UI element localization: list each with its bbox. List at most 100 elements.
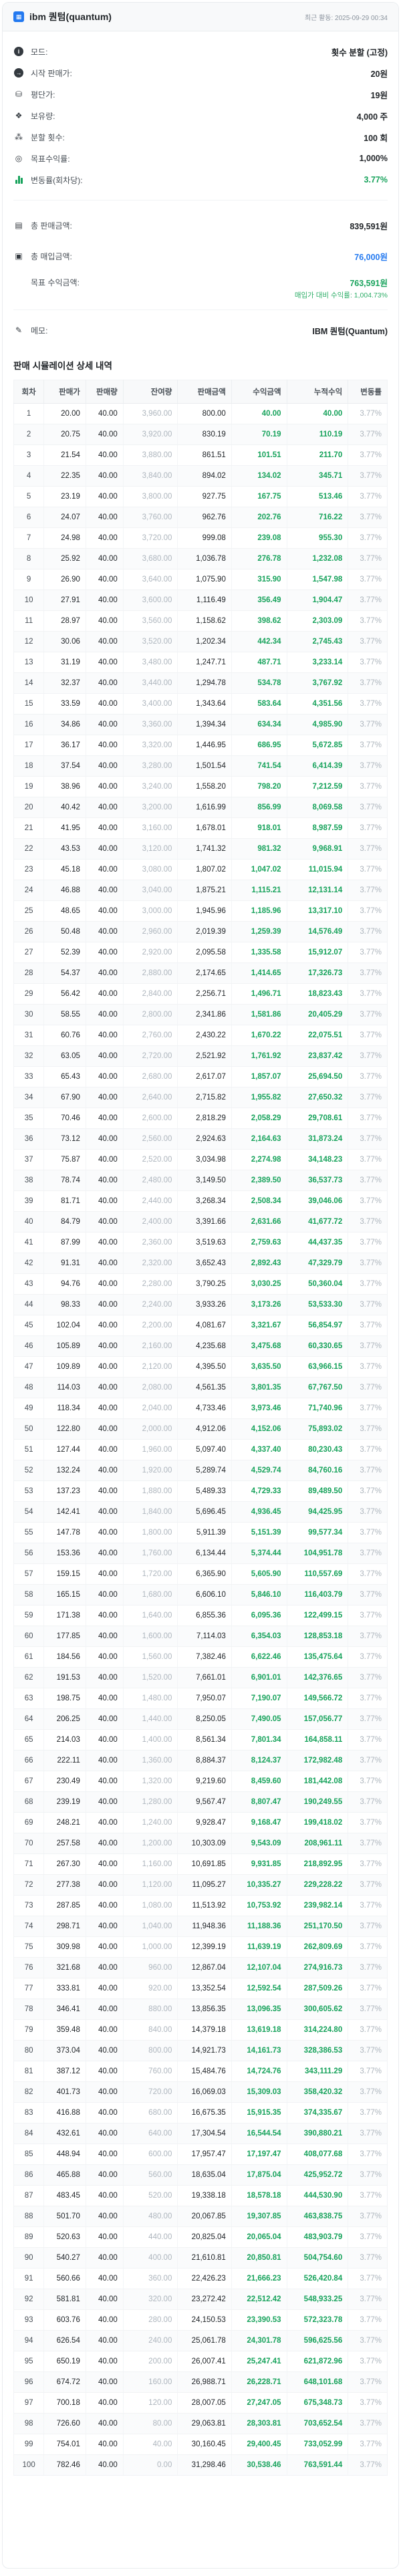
sell-qty-cell: 40.00 [86, 2309, 124, 2331]
remaining-qty-cell: 3,200.00 [123, 797, 178, 818]
sales-amount-cell: 3,519.63 [177, 1232, 232, 1253]
table-row: 23 45.18 40.00 3,080.00 1,807.02 1,047.02 11,0… [13, 859, 388, 880]
sell-price-cell: 432.61 [43, 2123, 86, 2144]
table-row: 7 24.98 40.00 3,720.00 999.08 239.08 955.30 3.7… [13, 527, 388, 549]
remaining-qty-cell: 440.00 [123, 2226, 178, 2248]
table-row: 56 153.36 40.00 1,760.00 6,134.44 5,374.44 104… [13, 1543, 388, 1564]
round-cell: 96 [13, 2371, 45, 2393]
remaining-qty-cell: 1,880.00 [123, 1480, 178, 1502]
round-cell: 71 [13, 1853, 45, 1875]
cumulative-profit-cell: 190,249.55 [287, 1791, 349, 1813]
sell-price-cell: 75.87 [43, 1149, 86, 1170]
param-row-target-rate: ◎ 목표수익률: 1,000% [13, 148, 388, 169]
sell-price-cell: 109.89 [43, 1356, 86, 1378]
total-sales-label: 총 판매금액: [31, 221, 72, 231]
profit-amount-cell: 3,801.35 [231, 1377, 287, 1398]
round-cell: 79 [13, 2019, 45, 2041]
change-rate-cell: 3.77% [348, 548, 388, 569]
profit-amount-cell: 583.64 [231, 693, 287, 715]
sales-amount-cell: 4,081.67 [177, 1315, 232, 1336]
sell-price-cell: 153.36 [43, 1543, 86, 1564]
remaining-qty-cell: 3,320.00 [123, 735, 178, 756]
table-row: 65 214.03 40.00 1,400.00 8,561.34 7,801.34 164… [13, 1729, 388, 1751]
table-row: 2 20.75 40.00 3,920.00 830.19 70.19 110.19 3.77… [13, 424, 388, 445]
sell-price-cell: 239.19 [43, 1791, 86, 1813]
table-row: 93 603.76 40.00 280.00 24,150.53 23,390.53 572… [13, 2309, 388, 2331]
profit-amount-cell: 7,490.05 [231, 1708, 287, 1730]
table-row: 29 56.42 40.00 2,840.00 2,256.71 1,496.71 18,8… [13, 983, 388, 1005]
sales-amount-cell: 24,150.53 [177, 2309, 232, 2331]
change-rate-cell: 3.77% [348, 2185, 388, 2206]
remaining-qty-cell: 3,120.00 [123, 838, 178, 860]
round-cell: 86 [13, 2164, 45, 2186]
cumulative-profit-cell: 75,893.02 [287, 1418, 349, 1440]
sell-price-cell: 28.97 [43, 610, 86, 632]
profit-amount-cell: 1,414.65 [231, 962, 287, 984]
round-cell: 35 [13, 1108, 45, 1129]
sell-price-cell: 43.53 [43, 838, 86, 860]
profit-amount-cell: 17,197.47 [231, 2144, 287, 2165]
sell-price-cell: 84.79 [43, 1211, 86, 1233]
table-row: 99 754.01 40.00 40.00 30,160.45 29,400.45 733,… [13, 2434, 388, 2455]
round-cell: 82 [13, 2081, 45, 2103]
profit-amount-cell: 29,400.45 [231, 2434, 287, 2455]
round-cell: 27 [13, 942, 45, 963]
sales-amount-cell: 3,652.43 [177, 1253, 232, 1274]
sell-qty-cell: 40.00 [86, 714, 124, 735]
divider [13, 200, 388, 201]
remaining-qty-cell: 3,240.00 [123, 776, 178, 797]
change-rate-cell: 3.77% [348, 1170, 388, 1191]
remaining-qty-cell: 3,880.00 [123, 444, 178, 466]
sell-price-cell: 230.49 [43, 1771, 86, 1792]
memo-row: ✎ 메모: IBM 퀀텀(Quantum) [13, 319, 388, 341]
remaining-qty-cell: 2,240.00 [123, 1294, 178, 1315]
sell-price-cell: 626.54 [43, 2330, 86, 2351]
change-rate-cell: 3.77% [348, 1190, 388, 1212]
cumulative-profit-cell: 71,740.96 [287, 1398, 349, 1419]
table-row: 88 501.70 40.00 480.00 20,067.85 19,307.85 463… [13, 2206, 388, 2227]
table-row: 87 483.45 40.00 520.00 19,338.18 18,578.18 444… [13, 2185, 388, 2206]
sales-amount-cell: 927.75 [177, 486, 232, 507]
cumulative-profit-cell: 164,858.11 [287, 1729, 349, 1751]
sell-qty-cell: 40.00 [86, 1605, 124, 1626]
round-cell: 51 [13, 1439, 45, 1460]
remaining-qty-cell: 920.00 [123, 1978, 178, 1999]
cumulative-profit-cell: 2,303.09 [287, 610, 349, 632]
round-cell: 66 [13, 1750, 45, 1771]
change-rate-cell: 3.77% [348, 569, 388, 590]
sell-price-cell: 24.98 [43, 527, 86, 549]
table-row: 90 540.27 40.00 400.00 21,610.81 20,850.81 504… [13, 2247, 388, 2269]
table-row: 67 230.49 40.00 1,320.00 9,219.60 8,459.60 181… [13, 1771, 388, 1792]
sales-amount-cell: 23,272.42 [177, 2289, 232, 2310]
round-cell: 92 [13, 2289, 45, 2310]
profit-amount-cell: 24,301.78 [231, 2330, 287, 2351]
change-rate-cell: 3.77% [348, 797, 388, 818]
sell-price-cell: 56.42 [43, 983, 86, 1005]
round-cell: 7 [13, 527, 45, 549]
cumulative-profit-cell: 8,069.58 [287, 797, 349, 818]
cumulative-profit-cell: 239,982.14 [287, 1895, 349, 1916]
sales-amount-cell: 2,924.63 [177, 1128, 232, 1150]
change-rate-cell: 3.77% [348, 693, 388, 715]
cumulative-profit-cell: 504,754.60 [287, 2247, 349, 2269]
profit-amount-cell: 17,875.04 [231, 2164, 287, 2186]
profit-amount-cell: 101.51 [231, 444, 287, 466]
sales-amount-cell: 30,160.45 [177, 2434, 232, 2455]
change-rate-cell: 3.77% [348, 942, 388, 963]
remaining-qty-cell: 3,480.00 [123, 652, 178, 673]
profit-amount-cell: 398.62 [231, 610, 287, 632]
cumulative-profit-cell: 128,853.18 [287, 1626, 349, 1647]
table-row: 58 165.15 40.00 1,680.00 6,606.10 5,846.10 116… [13, 1584, 388, 1605]
profit-amount-cell: 487.71 [231, 652, 287, 673]
cumulative-profit-cell: 50,360.04 [287, 1273, 349, 1295]
profit-amount-cell: 2,508.34 [231, 1190, 287, 1212]
change-rate-cell: 3.77% [348, 2330, 388, 2351]
table-row: 33 65.43 40.00 2,680.00 2,617.07 1,857.07 25,6… [13, 1066, 388, 1087]
cumulative-profit-cell: 314,224.80 [287, 2019, 349, 2041]
round-cell: 23 [13, 859, 45, 880]
simulation-table: 회차 판매가 판매량 잔여량 판매금액 수익금액 누적수익 변동률 1 20.00… [13, 380, 388, 2476]
sell-qty-cell: 40.00 [86, 2330, 124, 2351]
sell-qty-cell: 40.00 [86, 486, 124, 507]
remaining-qty-cell: 2,600.00 [123, 1108, 178, 1129]
sales-amount-cell: 1,558.20 [177, 776, 232, 797]
